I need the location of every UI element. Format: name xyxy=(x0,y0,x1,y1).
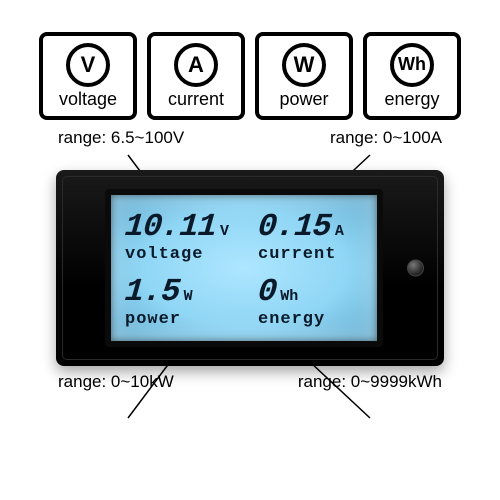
energy-label: energy xyxy=(384,89,439,110)
range-voltage: range: 6.5~100V xyxy=(58,128,184,148)
lcd-energy-cell: 0 Wh energy xyxy=(244,268,367,333)
lcd-energy-value: 0 xyxy=(256,273,277,310)
callout-row-top: range: 6.5~100V range: 0~100A xyxy=(0,128,500,148)
lcd-voltage-reading: 10.11 V xyxy=(125,208,240,245)
range-current: range: 0~100A xyxy=(330,128,442,148)
meter-button[interactable] xyxy=(407,260,424,277)
icon-voltage: V voltage xyxy=(39,32,137,120)
lcd-energy-label: energy xyxy=(258,310,325,329)
callout-row-bottom: range: 0~10kW range: 0~9999kWh xyxy=(0,372,500,392)
energy-symbol: Wh xyxy=(390,43,434,87)
power-label: power xyxy=(279,89,328,110)
icon-current: A current xyxy=(147,32,245,120)
lcd-current-unit: A xyxy=(335,223,344,240)
lcd-voltage-unit: V xyxy=(220,223,229,240)
lcd-power-cell: 1.5 W power xyxy=(121,268,244,333)
lcd-current-value: 0.15 xyxy=(256,208,332,245)
icon-energy: Wh energy xyxy=(363,32,461,120)
lcd-current-cell: 0.15 A current xyxy=(244,203,367,268)
icon-power: W power xyxy=(255,32,353,120)
current-symbol: A xyxy=(174,43,218,87)
lcd-power-value: 1.5 xyxy=(123,273,181,310)
lcd-voltage-label: voltage xyxy=(125,245,240,264)
lcd-power-unit: W xyxy=(184,288,193,305)
lcd-current-label: current xyxy=(258,245,336,264)
lcd-voltage-value: 10.11 xyxy=(123,208,217,245)
lcd-screen: 10.11 V voltage 0.15 A current 1.5 W pow… xyxy=(105,189,383,347)
range-power: range: 0~10kW xyxy=(58,372,174,392)
icon-row: V voltage A current W power Wh energy xyxy=(0,0,500,120)
range-energy: range: 0~9999kWh xyxy=(298,372,442,392)
lcd-power-label: power xyxy=(125,310,240,329)
power-symbol: W xyxy=(282,43,326,87)
lcd-energy-unit: Wh xyxy=(280,288,298,305)
lcd-power-reading: 1.5 W xyxy=(125,273,240,310)
voltage-label: voltage xyxy=(59,89,117,110)
lcd-energy-reading: 0 Wh xyxy=(258,273,298,310)
lcd-current-reading: 0.15 A xyxy=(258,208,344,245)
lcd-voltage-cell: 10.11 V voltage xyxy=(121,203,244,268)
meter-device: 10.11 V voltage 0.15 A current 1.5 W pow… xyxy=(56,170,444,366)
voltage-symbol: V xyxy=(66,43,110,87)
current-label: current xyxy=(168,89,224,110)
